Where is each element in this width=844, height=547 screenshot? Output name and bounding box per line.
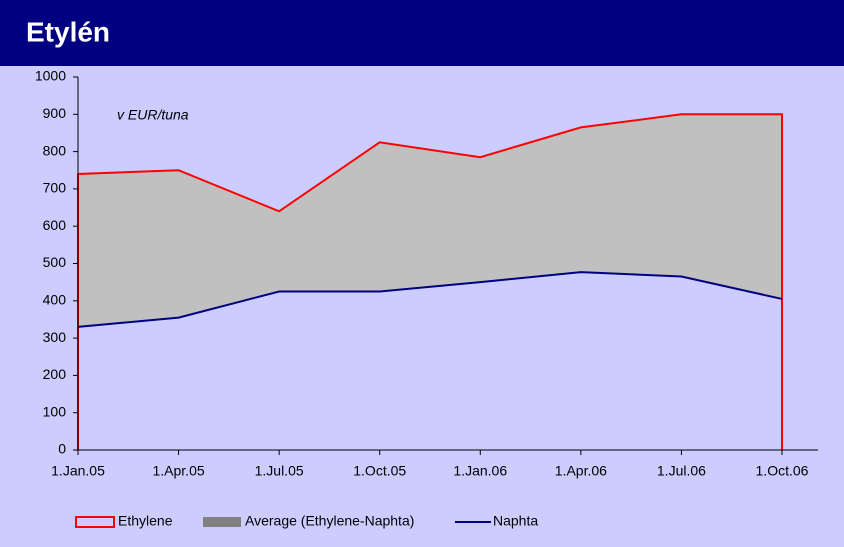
y-tick-label: 900	[43, 105, 67, 121]
legend-label: Naphta	[493, 513, 538, 529]
y-tick-label: 600	[43, 217, 67, 233]
y-tick-label: 700	[43, 180, 67, 196]
legend-label: Average (Ethylene-Naphta)	[245, 513, 414, 529]
y-tick-label: 100	[43, 403, 67, 419]
y-tick-label: 0	[58, 441, 66, 457]
y-tick-label: 1000	[35, 68, 66, 84]
y-tick-label: 400	[43, 292, 67, 308]
y-tick-label: 500	[43, 254, 67, 270]
x-tick-label: 1.Jul.05	[255, 463, 304, 479]
y-tick-label: 200	[43, 366, 67, 382]
chart-title: Etylén	[26, 16, 110, 47]
y-tick-label: 300	[43, 329, 67, 345]
x-tick-label: 1.Jan.05	[51, 463, 105, 479]
x-tick-label: 1.Oct.06	[756, 463, 809, 479]
annotation: v EUR/tuna	[117, 107, 189, 123]
x-tick-label: 1.Jul.06	[657, 463, 706, 479]
average-area	[78, 114, 782, 327]
legend-swatch	[75, 516, 115, 528]
legend-swatch	[203, 517, 241, 527]
x-tick-label: 1.Apr.06	[555, 463, 607, 479]
x-tick-label: 1.Oct.05	[353, 463, 406, 479]
title-bar	[0, 0, 844, 66]
legend-label: Ethylene	[118, 513, 173, 529]
ethylene-area	[77, 113, 783, 450]
y-tick-label: 800	[43, 142, 67, 158]
naphta-line	[77, 271, 783, 328]
x-tick-label: 1.Apr.05	[152, 463, 204, 479]
x-tick-label: 1.Jan.06	[453, 463, 507, 479]
